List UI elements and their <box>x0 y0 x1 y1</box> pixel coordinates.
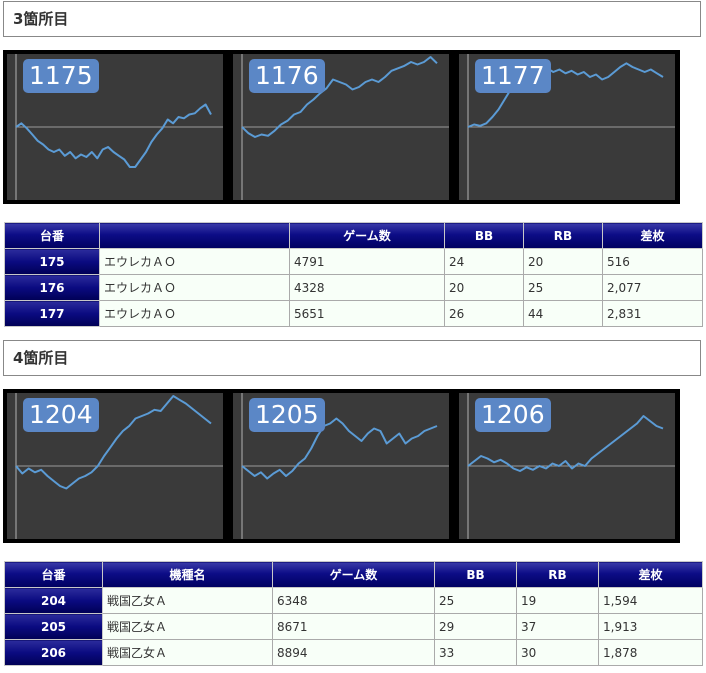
table-row: 205 戦国乙女Ａ 8671 29 37 1,913 <box>4 613 703 640</box>
bb-count: 29 <box>434 613 517 640</box>
slump-graph <box>467 54 675 200</box>
machine-no[interactable]: 176 <box>4 274 100 301</box>
coin-diff: 1,913 <box>598 613 703 640</box>
table-row: 175 エウレカＡＯ 4791 24 20 516 <box>4 248 703 275</box>
chart-strip-3: 1175 1176 1177 <box>3 50 680 204</box>
chart-label: 1175 <box>23 59 99 93</box>
bb-count: 24 <box>444 248 524 275</box>
slump-line <box>241 56 438 138</box>
model-name: 戦国乙女Ａ <box>102 587 273 614</box>
header-machine-no[interactable]: 台番 <box>4 561 103 588</box>
slump-line <box>467 62 664 128</box>
section-title: 3箇所目 <box>13 10 69 28</box>
section-header-3: 3箇所目 <box>3 1 701 37</box>
game-count: 5651 <box>289 300 445 327</box>
slump-line <box>15 103 212 168</box>
rb-count: 25 <box>523 274 603 301</box>
bb-count: 20 <box>444 274 524 301</box>
header-games[interactable]: ゲーム数 <box>272 561 435 588</box>
section-header-4: 4箇所目 <box>3 340 701 376</box>
game-count: 6348 <box>272 587 435 614</box>
rb-count: 44 <box>523 300 603 327</box>
table-row: 176 エウレカＡＯ 4328 20 25 2,077 <box>4 274 703 301</box>
game-count: 4791 <box>289 248 445 275</box>
section-title: 4箇所目 <box>13 349 69 367</box>
chart-label: 1205 <box>249 398 325 432</box>
table-row: 206 戦国乙女Ａ 8894 33 30 1,878 <box>4 639 703 666</box>
coin-diff: 516 <box>602 248 703 275</box>
table-row: 177 エウレカＡＯ 5651 26 44 2,831 <box>4 300 703 327</box>
slump-line <box>241 417 438 480</box>
coin-diff: 1,878 <box>598 639 703 666</box>
machine-no[interactable]: 206 <box>4 639 103 666</box>
slump-line <box>467 415 664 472</box>
table-header-row: 台番 ゲーム数 BB RB 差枚 <box>4 222 703 249</box>
header-diff[interactable]: 差枚 <box>598 561 703 588</box>
header-machine-no[interactable]: 台番 <box>4 222 100 249</box>
rb-count: 20 <box>523 248 603 275</box>
coin-diff: 2,831 <box>602 300 703 327</box>
machine-no[interactable]: 205 <box>4 613 103 640</box>
bb-count: 26 <box>444 300 524 327</box>
header-rb[interactable]: RB <box>523 222 603 249</box>
header-model[interactable] <box>99 222 290 249</box>
coin-diff: 1,594 <box>598 587 703 614</box>
header-diff[interactable]: 差枚 <box>602 222 703 249</box>
chart-strip-4: 1204 1205 1206 <box>3 389 680 543</box>
slump-line <box>15 395 212 490</box>
slump-chart-1204[interactable]: 1204 <box>7 393 223 539</box>
header-model[interactable]: 機種名 <box>102 561 273 588</box>
slump-chart-1206[interactable]: 1206 <box>459 393 675 539</box>
coin-diff: 2,077 <box>602 274 703 301</box>
model-name: エウレカＡＯ <box>99 274 290 301</box>
rb-count: 30 <box>516 639 599 666</box>
header-rb[interactable]: RB <box>516 561 599 588</box>
machine-table-4: 台番 機種名 ゲーム数 BB RB 差枚 204 戦国乙女Ａ 6348 25 1… <box>4 561 703 666</box>
model-name: 戦国乙女Ａ <box>102 639 273 666</box>
chart-label: 1176 <box>249 59 325 93</box>
model-name: エウレカＡＯ <box>99 248 290 275</box>
rb-count: 37 <box>516 613 599 640</box>
model-name: エウレカＡＯ <box>99 300 290 327</box>
machine-no[interactable]: 175 <box>4 248 100 275</box>
header-bb[interactable]: BB <box>444 222 524 249</box>
game-count: 8671 <box>272 613 435 640</box>
table-header-row: 台番 機種名 ゲーム数 BB RB 差枚 <box>4 561 703 588</box>
slump-graph <box>241 54 449 200</box>
rb-count: 19 <box>516 587 599 614</box>
machine-no[interactable]: 204 <box>4 587 103 614</box>
slump-graph <box>15 393 223 539</box>
slump-graph <box>467 393 675 539</box>
slump-chart-1177[interactable]: 1177 <box>459 54 675 200</box>
header-bb[interactable]: BB <box>434 561 517 588</box>
game-count: 4328 <box>289 274 445 301</box>
bb-count: 33 <box>434 639 517 666</box>
model-name: 戦国乙女Ａ <box>102 613 273 640</box>
slump-graph <box>15 54 223 200</box>
game-count: 8894 <box>272 639 435 666</box>
header-games[interactable]: ゲーム数 <box>289 222 445 249</box>
table-row: 204 戦国乙女Ａ 6348 25 19 1,594 <box>4 587 703 614</box>
chart-label: 1204 <box>23 398 99 432</box>
machine-table-3: 台番 ゲーム数 BB RB 差枚 175 エウレカＡＯ 4791 24 20 5… <box>4 222 703 327</box>
chart-label: 1177 <box>475 59 551 93</box>
chart-label: 1206 <box>475 398 551 432</box>
bb-count: 25 <box>434 587 517 614</box>
slump-chart-1175[interactable]: 1175 <box>7 54 223 200</box>
machine-no[interactable]: 177 <box>4 300 100 327</box>
slump-graph <box>241 393 449 539</box>
slump-chart-1205[interactable]: 1205 <box>233 393 449 539</box>
slump-chart-1176[interactable]: 1176 <box>233 54 449 200</box>
